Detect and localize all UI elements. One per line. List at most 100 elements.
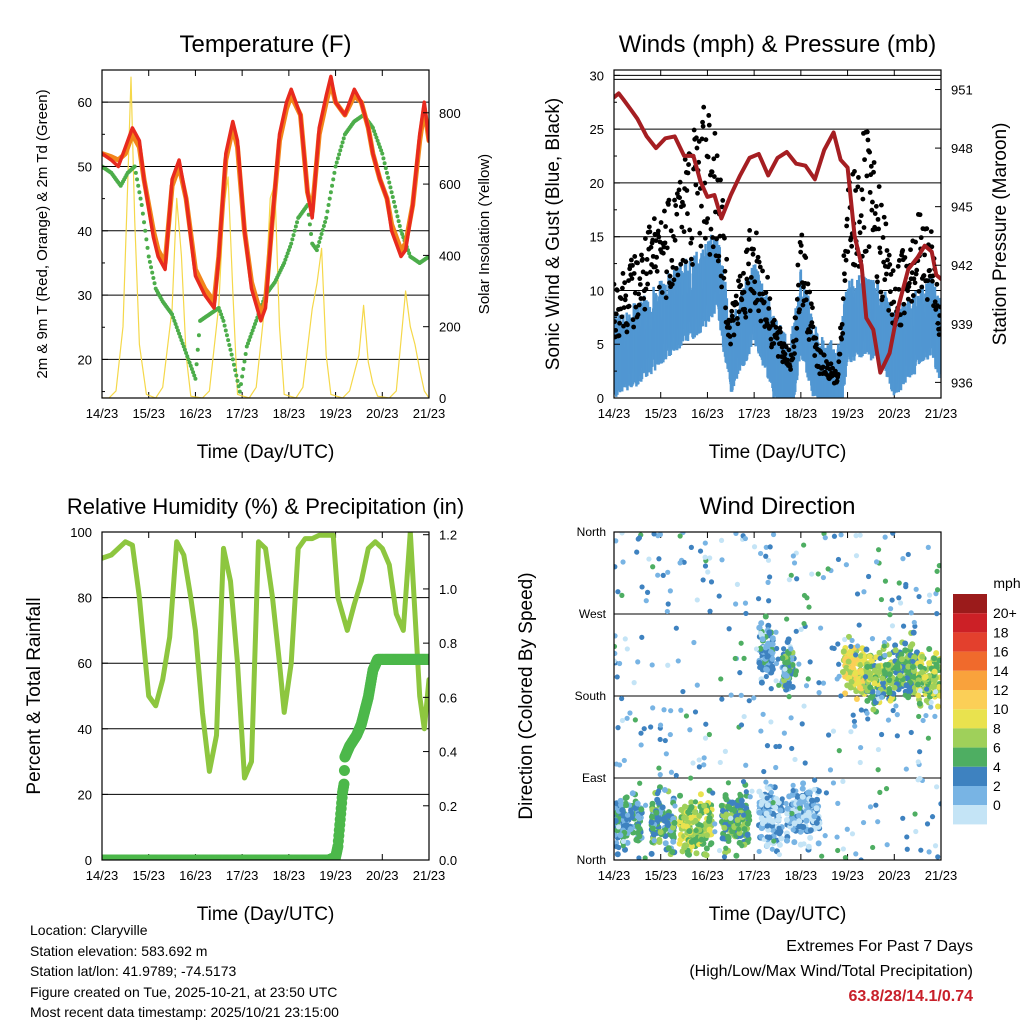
dewpoint-point xyxy=(180,341,185,346)
dewpoint-point xyxy=(398,228,403,233)
direction-point xyxy=(786,694,792,700)
direction-point xyxy=(875,819,881,825)
gust-point xyxy=(711,174,717,179)
direction-point xyxy=(723,845,729,851)
panel-2: Winds (mph) & Pressure (mb) 14/23 15/23 16/… xyxy=(543,31,1011,463)
direction-point xyxy=(807,834,814,841)
direction-point xyxy=(865,716,871,722)
direction-point xyxy=(783,837,790,844)
direction-point xyxy=(766,598,772,604)
direction-point xyxy=(756,659,763,666)
x-tick-label: 16/23 xyxy=(179,406,212,421)
direction-point xyxy=(867,684,874,691)
direction-point xyxy=(917,749,923,755)
gust-point xyxy=(845,249,851,255)
gust-point xyxy=(741,270,746,276)
gust-point xyxy=(813,342,819,348)
dewpoint-point xyxy=(132,164,137,169)
direction-point xyxy=(790,787,796,794)
gust-point xyxy=(644,271,649,277)
direction-point xyxy=(703,832,710,839)
legend-swatch xyxy=(953,690,987,710)
gust-point xyxy=(877,245,883,251)
direction-point xyxy=(763,544,769,550)
direction-point xyxy=(670,834,677,841)
gust-point xyxy=(719,284,725,290)
direction-point xyxy=(794,576,800,582)
direction-point xyxy=(672,803,678,809)
direction-point xyxy=(879,675,886,682)
direction-point xyxy=(758,815,765,822)
direction-point xyxy=(805,843,812,850)
direction-point xyxy=(913,586,919,592)
dewpoint-point xyxy=(227,342,232,347)
gust-point xyxy=(794,325,800,331)
direction-point xyxy=(701,755,707,761)
direction-point xyxy=(767,574,773,580)
gust-point xyxy=(705,216,711,222)
plot-frame xyxy=(613,69,942,399)
gust-point xyxy=(616,333,622,339)
gust-point xyxy=(908,247,913,253)
gust-point xyxy=(896,258,902,263)
dewpoint-point xyxy=(233,368,238,373)
gust-point xyxy=(757,264,763,270)
direction-point xyxy=(703,807,710,814)
gust-point xyxy=(739,297,745,303)
dewpoint-point xyxy=(339,144,344,149)
direction-point xyxy=(811,786,817,793)
direction-point xyxy=(893,703,899,709)
direction-point xyxy=(870,706,877,713)
gust-point xyxy=(702,235,708,241)
direction-point xyxy=(616,844,622,851)
direction-point xyxy=(742,535,748,542)
direction-point xyxy=(648,819,655,826)
direction-point xyxy=(800,824,807,831)
gust-point xyxy=(800,302,806,308)
gust-point xyxy=(873,203,879,209)
gust-point xyxy=(936,332,941,337)
gust-point xyxy=(839,336,844,342)
direction-point xyxy=(902,640,909,647)
plot-frame xyxy=(101,531,430,861)
dewpoint-point xyxy=(340,140,345,145)
direction-point xyxy=(651,838,657,844)
gust-point xyxy=(647,229,653,235)
gust-point xyxy=(713,209,718,215)
gust-point xyxy=(694,145,700,151)
gust-point xyxy=(666,197,672,203)
y2-tick-label: 0.4 xyxy=(439,745,457,760)
x-tick-label: 19/23 xyxy=(831,868,864,883)
gust-point xyxy=(768,336,774,342)
direction-point xyxy=(773,678,779,684)
gust-point xyxy=(620,285,625,291)
dewpoint-point xyxy=(142,220,147,225)
direction-point xyxy=(733,852,740,859)
direction-point xyxy=(650,564,656,570)
panel-1: Temperature (F) 14/23 15/23 16/23 17/23 18/23… xyxy=(34,31,493,463)
direction-point xyxy=(809,571,815,577)
direction-point xyxy=(926,849,932,855)
legend-label: 8 xyxy=(993,720,1001,736)
precip-point xyxy=(338,778,350,790)
y-tick-label: North xyxy=(577,525,606,539)
dewpoint-point xyxy=(295,220,300,225)
gust-point xyxy=(668,228,674,234)
direction-point xyxy=(677,533,683,539)
x-tick-label: 14/23 xyxy=(86,868,119,883)
direction-point xyxy=(757,664,763,671)
y2-tick-label: 200 xyxy=(439,320,461,335)
direction-point xyxy=(635,659,641,665)
gust-point xyxy=(659,290,665,295)
y-tick-label: 15 xyxy=(590,230,604,245)
direction-point xyxy=(857,661,864,668)
legend-swatch xyxy=(953,613,987,633)
dewpoint-point xyxy=(333,164,338,169)
gust-point xyxy=(934,281,940,287)
gust-point xyxy=(693,182,699,188)
dewpoint-point xyxy=(285,251,290,256)
dewpoint-point xyxy=(138,196,143,201)
direction-point xyxy=(907,643,914,650)
direction-point xyxy=(659,804,666,811)
